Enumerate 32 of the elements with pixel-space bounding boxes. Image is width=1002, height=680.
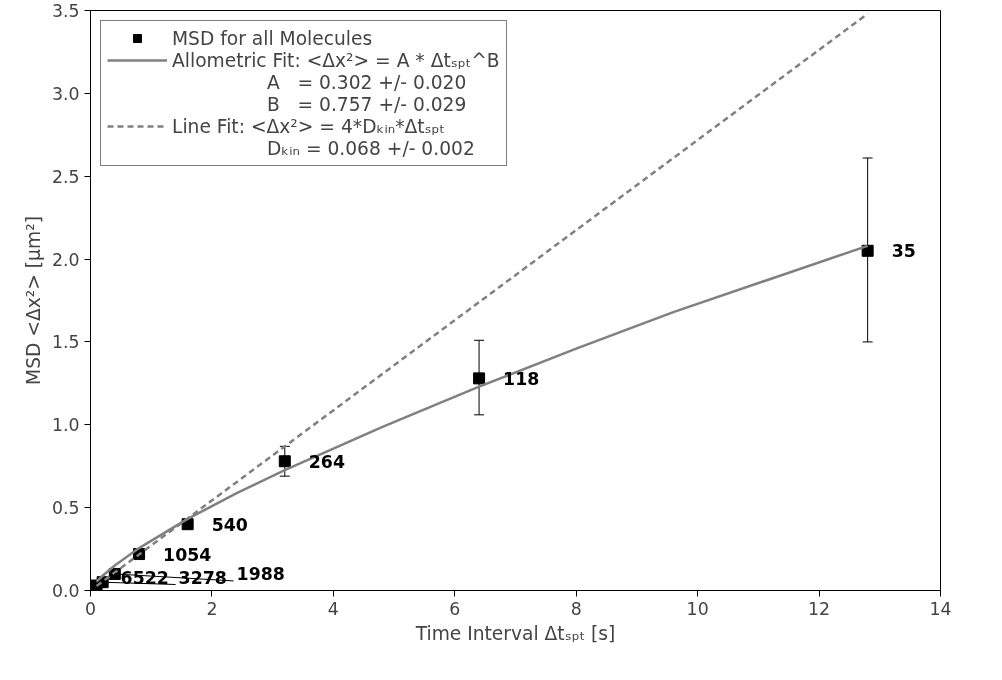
y-tick-label: 1.0 [51, 415, 80, 436]
annotation: A = 0.302 +/- 0.020 [265, 71, 467, 93]
annotation: 264 [308, 451, 345, 472]
annotation: 1054 [163, 544, 212, 565]
y-tick-label: 2.5 [51, 166, 80, 187]
point [278, 455, 291, 468]
y-tick-label: 3.0 [51, 83, 80, 104]
y-tick-label: 2.0 [51, 249, 80, 270]
y-tick-label: 0.0 [51, 581, 80, 601]
x-tick-label: 4 [327, 598, 339, 619]
x-tick-label: 8 [570, 598, 582, 619]
legend-label: Line Fit: <Δx²> = 4*Dₖᵢₙ*Δtₛₚₜ [172, 115, 446, 137]
y-tick-label: 0.5 [51, 498, 80, 519]
x-tick-label: 14 [929, 598, 952, 619]
annotation: Dₖᵢₙ = 0.068 +/- 0.002 [265, 137, 475, 159]
point [473, 372, 486, 385]
x-tick-label: 10 [686, 598, 709, 619]
annotation: 540 [211, 514, 248, 535]
x-tick-label: 12 [808, 598, 831, 619]
x-tick-label: 2 [206, 598, 218, 619]
legend-label: MSD for all Molecules [172, 27, 373, 49]
y-axis-title: MSD <Δx²> [µm²] [22, 216, 44, 385]
y-tick-label: 1.5 [51, 332, 80, 353]
annotation: 1988 [236, 564, 285, 585]
x-axis-title: Time Interval Δtₛₚₜ [s] [414, 622, 616, 644]
y-tick-label: 3.5 [51, 1, 80, 21]
x-tick-label: 6 [449, 598, 461, 619]
x-tick-label: 0 [84, 598, 97, 619]
annotation: B = 0.757 +/- 0.029 [265, 93, 467, 115]
annotation: 118 [503, 368, 540, 389]
legend-label: Allometric Fit: <Δx²> = A * Δtₛₚₜ^B [172, 49, 500, 71]
annotation: 35 [891, 241, 916, 262]
